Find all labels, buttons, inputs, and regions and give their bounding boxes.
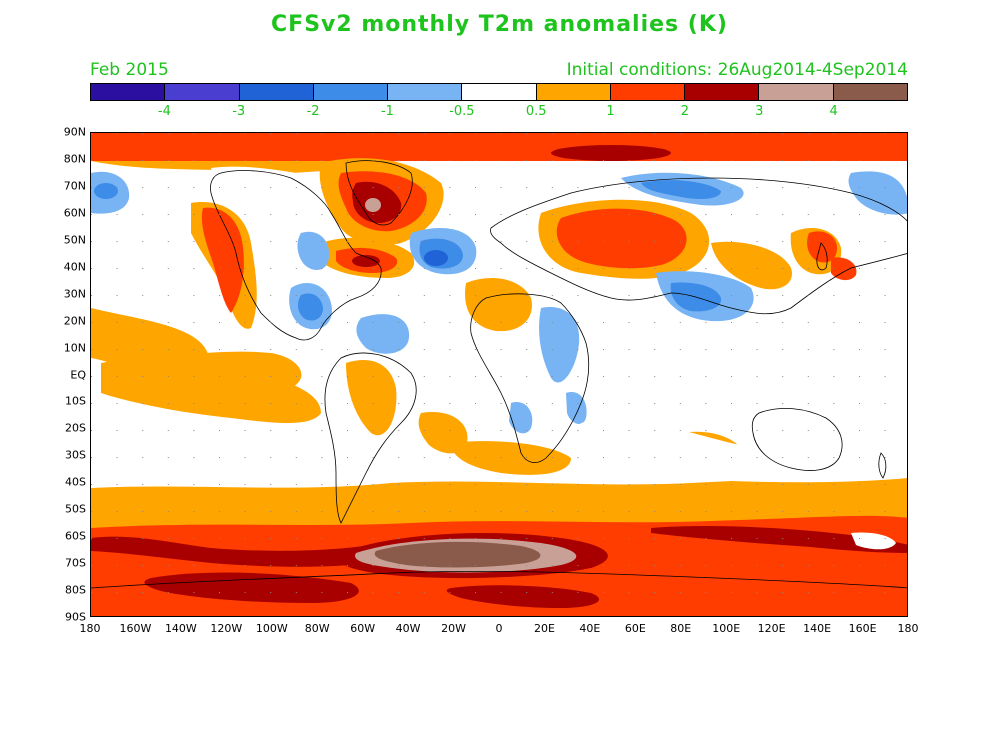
latitude-label: EQ bbox=[70, 368, 86, 381]
longitude-label: 140W bbox=[164, 622, 197, 635]
colorbar-label: -3 bbox=[232, 104, 246, 119]
longitude-label: 160E bbox=[848, 622, 877, 635]
colorbar-swatch bbox=[536, 84, 611, 100]
colorbar-label: 4 bbox=[829, 104, 838, 119]
colorbar-swatch bbox=[833, 84, 907, 100]
longitude-label: 60E bbox=[624, 622, 646, 635]
latitude-label: 40N bbox=[63, 260, 86, 274]
latitude-label: 90S bbox=[65, 610, 86, 624]
latitude-label: 30N bbox=[63, 287, 86, 301]
colorbar-label: -2 bbox=[306, 104, 320, 119]
longitude-label: 100E bbox=[712, 622, 741, 635]
longitude-label: 80E bbox=[670, 622, 692, 635]
latitude-label: 80N bbox=[63, 152, 86, 166]
latitude-label: 30S bbox=[65, 448, 86, 462]
colorbar-swatch bbox=[462, 84, 537, 100]
latitude-label: 10S bbox=[65, 394, 86, 408]
colorbar-label: -4 bbox=[157, 104, 171, 119]
colorbar-swatch bbox=[91, 84, 166, 100]
colorbar-swatch bbox=[239, 84, 314, 100]
latitude-label: 20N bbox=[63, 314, 86, 328]
latitude-label: 60S bbox=[65, 529, 86, 543]
longitude-label: 180 bbox=[897, 622, 919, 635]
colorbar-label: 3 bbox=[755, 104, 764, 119]
grid-dots bbox=[91, 133, 907, 616]
anomaly-map bbox=[90, 132, 908, 617]
colorbar-swatch bbox=[610, 84, 686, 100]
longitude-label: 40E bbox=[579, 622, 601, 635]
colorbar-swatch bbox=[685, 84, 760, 100]
latitude-label: 80S bbox=[65, 583, 86, 597]
latitude-label: 50S bbox=[65, 502, 86, 516]
colorbar-label: 1 bbox=[606, 104, 615, 119]
longitude-label: 20E bbox=[533, 622, 555, 635]
colorbar-swatch bbox=[165, 84, 240, 100]
longitude-label: 20W bbox=[441, 622, 466, 635]
latitude-label: 20S bbox=[65, 421, 86, 435]
colorbar-swatch bbox=[313, 84, 389, 100]
longitude-label: 160W bbox=[119, 622, 152, 635]
forecast-month: Feb 2015 bbox=[90, 60, 169, 80]
map-title: CFSv2 monthly T2m anomalies (K) bbox=[271, 12, 728, 37]
initial-conditions: Initial conditions: 26Aug2014-4Sep2014 bbox=[566, 60, 908, 80]
latitude-label: 70N bbox=[63, 179, 86, 193]
longitude-label: 120E bbox=[757, 622, 786, 635]
latitude-label: 60N bbox=[63, 206, 86, 220]
longitude-label: 100W bbox=[255, 622, 288, 635]
colorbar-label: 2 bbox=[680, 104, 690, 119]
colorbar-label: -1 bbox=[380, 104, 394, 119]
colorbar-labels: -4 -3 -2 -1 -0.5 0.5 1 2 3 4 bbox=[90, 104, 908, 120]
latitude-label: 70S bbox=[65, 556, 86, 570]
longitude-label: 0 bbox=[495, 622, 503, 635]
latitude-label: 40S bbox=[65, 475, 86, 489]
longitude-label: 40W bbox=[395, 622, 421, 635]
longitude-label: 180 bbox=[79, 622, 101, 635]
latitude-label: 10N bbox=[63, 341, 86, 355]
longitude-label: 140E bbox=[803, 622, 832, 635]
anomaly-map-svg bbox=[91, 133, 907, 616]
colorbar-swatch bbox=[759, 84, 834, 100]
longitude-label: 80W bbox=[304, 622, 330, 635]
latitude-label: 90N bbox=[63, 125, 86, 139]
latitude-label: 50N bbox=[63, 233, 86, 247]
longitude-label: 120W bbox=[210, 622, 243, 635]
colorbar-label: -0.5 bbox=[449, 104, 475, 119]
colorbar bbox=[90, 83, 908, 101]
colorbar-swatch bbox=[388, 84, 463, 100]
colorbar-label: 0.5 bbox=[525, 104, 547, 119]
longitude-label: 60W bbox=[350, 622, 376, 635]
